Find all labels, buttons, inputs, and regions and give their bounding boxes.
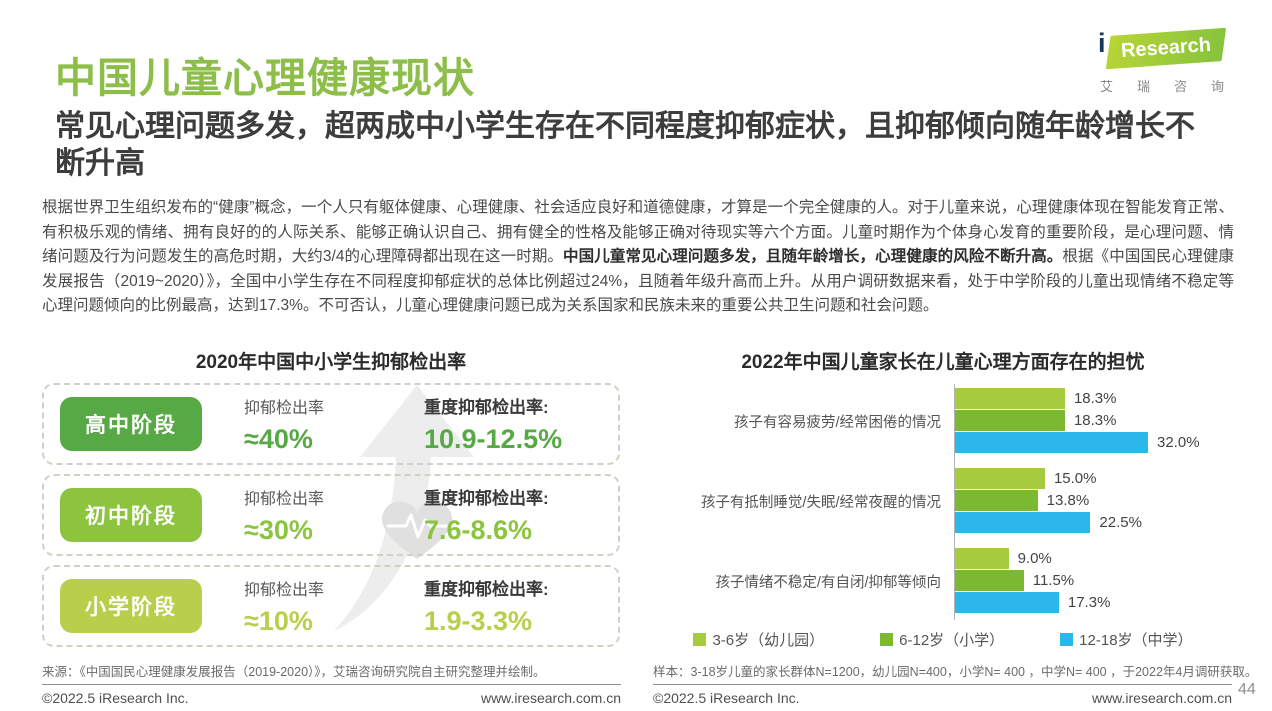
- bar-3-6岁（幼儿园）: [954, 468, 1045, 489]
- bar-12-18岁（中学）: [954, 432, 1148, 453]
- severe-rate-value: 7.6-8.6%: [424, 515, 533, 545]
- source-note-right: 样本：3-18岁儿童的家长群体N=1200，幼儿园N=400，小学N= 400 …: [653, 665, 1258, 679]
- category-label: 孩子有容易疲劳/经常困倦的情况: [733, 414, 941, 431]
- stage-row: 高中阶段 抑郁检出率 ≈40% 重度抑郁检出率: 10.9-12.5%: [42, 383, 620, 465]
- bar-row: 15.0%: [954, 468, 1234, 489]
- rate-value: ≈10%: [244, 605, 313, 636]
- stage-pill: 初中阶段: [60, 488, 202, 542]
- bar-group: 孩子有抵制睡觉/失眠/经常夜醒的情况 15.0% 13.8% 22.5%: [652, 468, 1234, 534]
- bar-row: 18.3%: [954, 388, 1234, 409]
- severe-rate-value: 10.9-12.5%: [424, 424, 563, 454]
- iresearch-logo-chinese: 艾瑞咨询: [1096, 76, 1228, 95]
- iresearch-logo-cn-char: 艾: [1100, 79, 1114, 94]
- iresearch-logo-i: i: [1098, 28, 1106, 58]
- bar-row: 13.8%: [954, 490, 1234, 511]
- bar-value-label: 18.3%: [1073, 390, 1117, 407]
- severe-rate-value: 1.9-3.3%: [424, 606, 533, 636]
- source-note-left: 来源：《中国国民心理健康发展报告（2019-2020）》，艾瑞咨询研究院自主研究…: [42, 665, 546, 679]
- bar-row: 9.0%: [954, 548, 1234, 569]
- depression-rate-chart: 2020年中国中小学生抑郁检出率 高中阶段 抑郁检出率 ≈40% 重度抑郁检出率: 10…: [42, 347, 620, 647]
- bar-6-12岁（小学）: [954, 490, 1038, 511]
- bar-value-label: 17.3%: [1067, 594, 1111, 611]
- iresearch-logo-shape: Research: [1105, 27, 1227, 70]
- concern-bar-chart: 孩子有容易疲劳/经常困倦的情况 18.3% 18.3% 32.0% 孩子有抵制睡觉/失眠…: [652, 384, 1234, 620]
- legend-swatch: [693, 633, 707, 646]
- bar-row: 22.5%: [954, 512, 1234, 533]
- category-bars: 15.0% 13.8% 22.5%: [954, 468, 1234, 534]
- depression-stage-rows: 高中阶段 抑郁检出率 ≈40% 重度抑郁检出率: 10.9-12.5% 初中阶段 抑郁检出率…: [42, 383, 620, 647]
- bar-value-label: 15.0%: [1053, 470, 1097, 487]
- severe-rate-label: 重度抑郁检出率:: [424, 398, 549, 417]
- legend-item: 12-18岁（中学）: [1060, 629, 1193, 650]
- legend-item: 3-6岁（幼儿园）: [693, 629, 824, 650]
- website-link[interactable]: www.iresearch.com.cn: [480, 690, 621, 706]
- intro-paragraph: 根据世界卫生组织发布的“健康”概念，一个人只有躯体健康、心理健康、社会适应良好和…: [42, 196, 1234, 319]
- iresearch-logo-cn-char: 咨: [1173, 79, 1187, 94]
- concern-chart-title: 2022年中国儿童家长在儿童心理方面存在的担忧: [741, 352, 1145, 373]
- chart-axis-line: [954, 384, 955, 620]
- iresearch-logo-cn-char: 询: [1210, 79, 1224, 94]
- website-link[interactable]: www.iresearch.com.cn: [1091, 690, 1232, 706]
- iresearch-logo-banner: Research i: [1096, 27, 1228, 72]
- legend-swatch: [1060, 633, 1074, 646]
- bar-value-label: 22.5%: [1099, 514, 1142, 531]
- bar-12-18岁（中学）: [954, 592, 1059, 613]
- iresearch-logo-cn-char: 瑞: [1136, 79, 1150, 94]
- bar-value-label: 11.5%: [1032, 572, 1075, 589]
- page-title: 中国儿童心理健康现状: [55, 55, 475, 101]
- stage-pill: 高中阶段: [60, 397, 202, 451]
- parents-concern-chart: 2022年中国儿童家长在儿童心理方面存在的担忧 孩子有容易疲劳/经常困倦的情况 1…: [652, 347, 1234, 650]
- bar-row: 32.0%: [954, 432, 1234, 453]
- rate-label: 抑郁检出率: [244, 490, 325, 508]
- intro-text-bold: 中国儿童常见心理问题多发，且随年龄增长，心理健康的风险不断升高。: [563, 248, 1063, 266]
- rate-value: ≈40%: [244, 423, 313, 454]
- category-bars: 9.0% 11.5% 17.3%: [954, 548, 1234, 614]
- bar-row: 11.5%: [954, 570, 1234, 591]
- category-label: 孩子有抵制睡觉/失眠/经常夜醒的情况: [700, 494, 941, 511]
- bar-group: 孩子情绪不稳定/有自闭/抑郁等倾向 9.0% 11.5% 17.3%: [652, 548, 1234, 614]
- growth-arrow-heartbeat-icon: [334, 385, 474, 631]
- legend-label: 3-6岁（幼儿园）: [712, 632, 825, 649]
- category-bars: 18.3% 18.3% 32.0%: [954, 388, 1234, 454]
- legend-item: 6-12岁（小学）: [880, 629, 1004, 650]
- category-label: 孩子情绪不稳定/有自闭/抑郁等倾向: [715, 574, 941, 591]
- page-number: 44: [1238, 681, 1256, 698]
- bar-group: 孩子有容易疲劳/经常困倦的情况 18.3% 18.3% 32.0%: [652, 388, 1234, 454]
- bar-value-label: 18.3%: [1073, 412, 1117, 429]
- severe-rate-label: 重度抑郁检出率:: [424, 489, 549, 508]
- stage-row: 小学阶段 抑郁检出率 ≈10% 重度抑郁检出率: 1.9-3.3%: [42, 565, 620, 647]
- rate-value: ≈30%: [244, 514, 313, 545]
- copyright-text: ©2022.5 iResearch Inc.: [42, 690, 189, 706]
- legend-swatch: [880, 633, 894, 646]
- chart-legend: 3-6岁（幼儿园） 6-12岁（小学） 12-18岁（中学）: [652, 629, 1234, 650]
- rate-label: 抑郁检出率: [244, 581, 325, 599]
- stage-pill: 小学阶段: [60, 579, 202, 633]
- rate-label: 抑郁检出率: [244, 399, 325, 417]
- bar-row: 18.3%: [954, 410, 1234, 431]
- iresearch-logo: Research i 艾 瑞 咨 询: [1096, 27, 1228, 95]
- bar-value-label: 13.8%: [1046, 492, 1090, 509]
- copyright-text: ©2022.5 iResearch Inc.: [653, 690, 800, 706]
- legend-label: 6-12岁（小学）: [899, 632, 1005, 649]
- stage-row: 初中阶段 抑郁检出率 ≈30% 重度抑郁检出率: 7.6-8.6%: [42, 474, 620, 556]
- page-subtitle: 常见心理问题多发，超两成中小学生存在不同程度抑郁症状，且抑郁倾向随年龄增长不断升…: [55, 110, 1195, 180]
- footer-right: ©2022.5 iResearch Inc. www.iresearch.com…: [653, 684, 1232, 706]
- iresearch-logo-text: Research: [1120, 33, 1212, 63]
- bar-3-6岁（幼儿园）: [954, 548, 1009, 569]
- depression-chart-title: 2020年中国中小学生抑郁检出率: [195, 352, 467, 373]
- bar-3-6岁（幼儿园）: [954, 388, 1065, 409]
- bar-row: 17.3%: [954, 592, 1234, 613]
- bar-value-label: 32.0%: [1157, 434, 1200, 451]
- intro-text-post: 根据《中国国民心理健康发展报告（2019~2020）》，全国中小学生存在不同程度…: [42, 248, 1234, 315]
- bar-value-label: 9.0%: [1017, 550, 1052, 567]
- bar-12-18岁（中学）: [954, 512, 1091, 533]
- intro-text-pre: 根据世界卫生组织发布的“健康”概念，一个人只有躯体健康、心理健康、社会适应良好和…: [42, 199, 1234, 266]
- legend-label: 12-18岁（中学）: [1079, 632, 1193, 649]
- footer-left: ©2022.5 iResearch Inc. www.iresearch.com…: [42, 684, 621, 706]
- bar-6-12岁（小学）: [954, 410, 1065, 431]
- bar-6-12岁（小学）: [954, 570, 1024, 591]
- severe-rate-label: 重度抑郁检出率:: [424, 580, 549, 599]
